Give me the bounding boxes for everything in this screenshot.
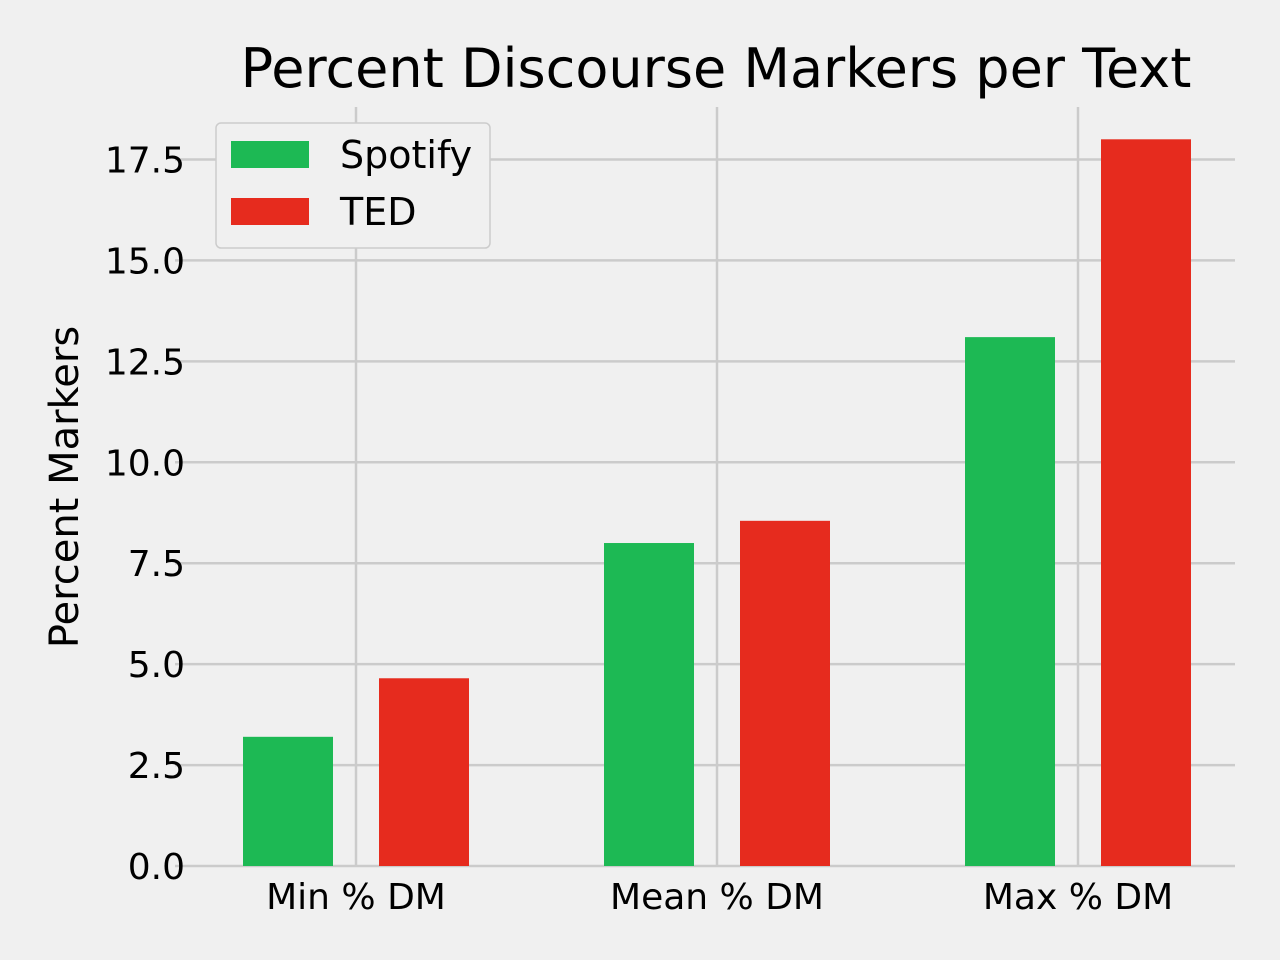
y-tick-label: 2.5: [128, 746, 185, 787]
y-tick-label: 17.5: [105, 140, 185, 181]
bars: [243, 139, 1191, 867]
x-tick-label: Mean % DM: [610, 877, 824, 918]
y-tick-label: 12.5: [105, 342, 185, 383]
bar-spotify: [243, 736, 333, 866]
y-tick-label: 15.0: [105, 241, 185, 282]
legend-swatch-ted: [231, 198, 309, 225]
chart-title: Percent Discourse Markers per Text: [241, 37, 1192, 100]
bar-spotify: [965, 337, 1055, 867]
y-axis-label: Percent Markers: [42, 326, 88, 648]
legend-swatch-spotify: [231, 141, 309, 168]
bar-ted: [1101, 139, 1191, 867]
bar-spotify: [604, 543, 694, 866]
y-tick-labels: 0.0 2.5 5.0 7.5 10.0 12.5 15.0 17.5: [105, 140, 185, 888]
legend: Spotify TED: [215, 122, 491, 249]
bar-ted: [379, 678, 469, 866]
y-tick-label: 10.0: [105, 443, 185, 484]
y-tick-label: 7.5: [128, 544, 185, 585]
legend-label-spotify: Spotify: [340, 133, 472, 177]
y-tick-label: 5.0: [128, 645, 185, 686]
x-tick-labels: Min % DM Mean % DM Max % DM: [266, 877, 1173, 918]
x-tick-label: Max % DM: [983, 877, 1173, 918]
y-tick-label: 0.0: [128, 847, 185, 888]
legend-label-ted: TED: [339, 190, 416, 234]
bar-ted: [740, 520, 830, 866]
x-tick-label: Min % DM: [266, 877, 446, 918]
